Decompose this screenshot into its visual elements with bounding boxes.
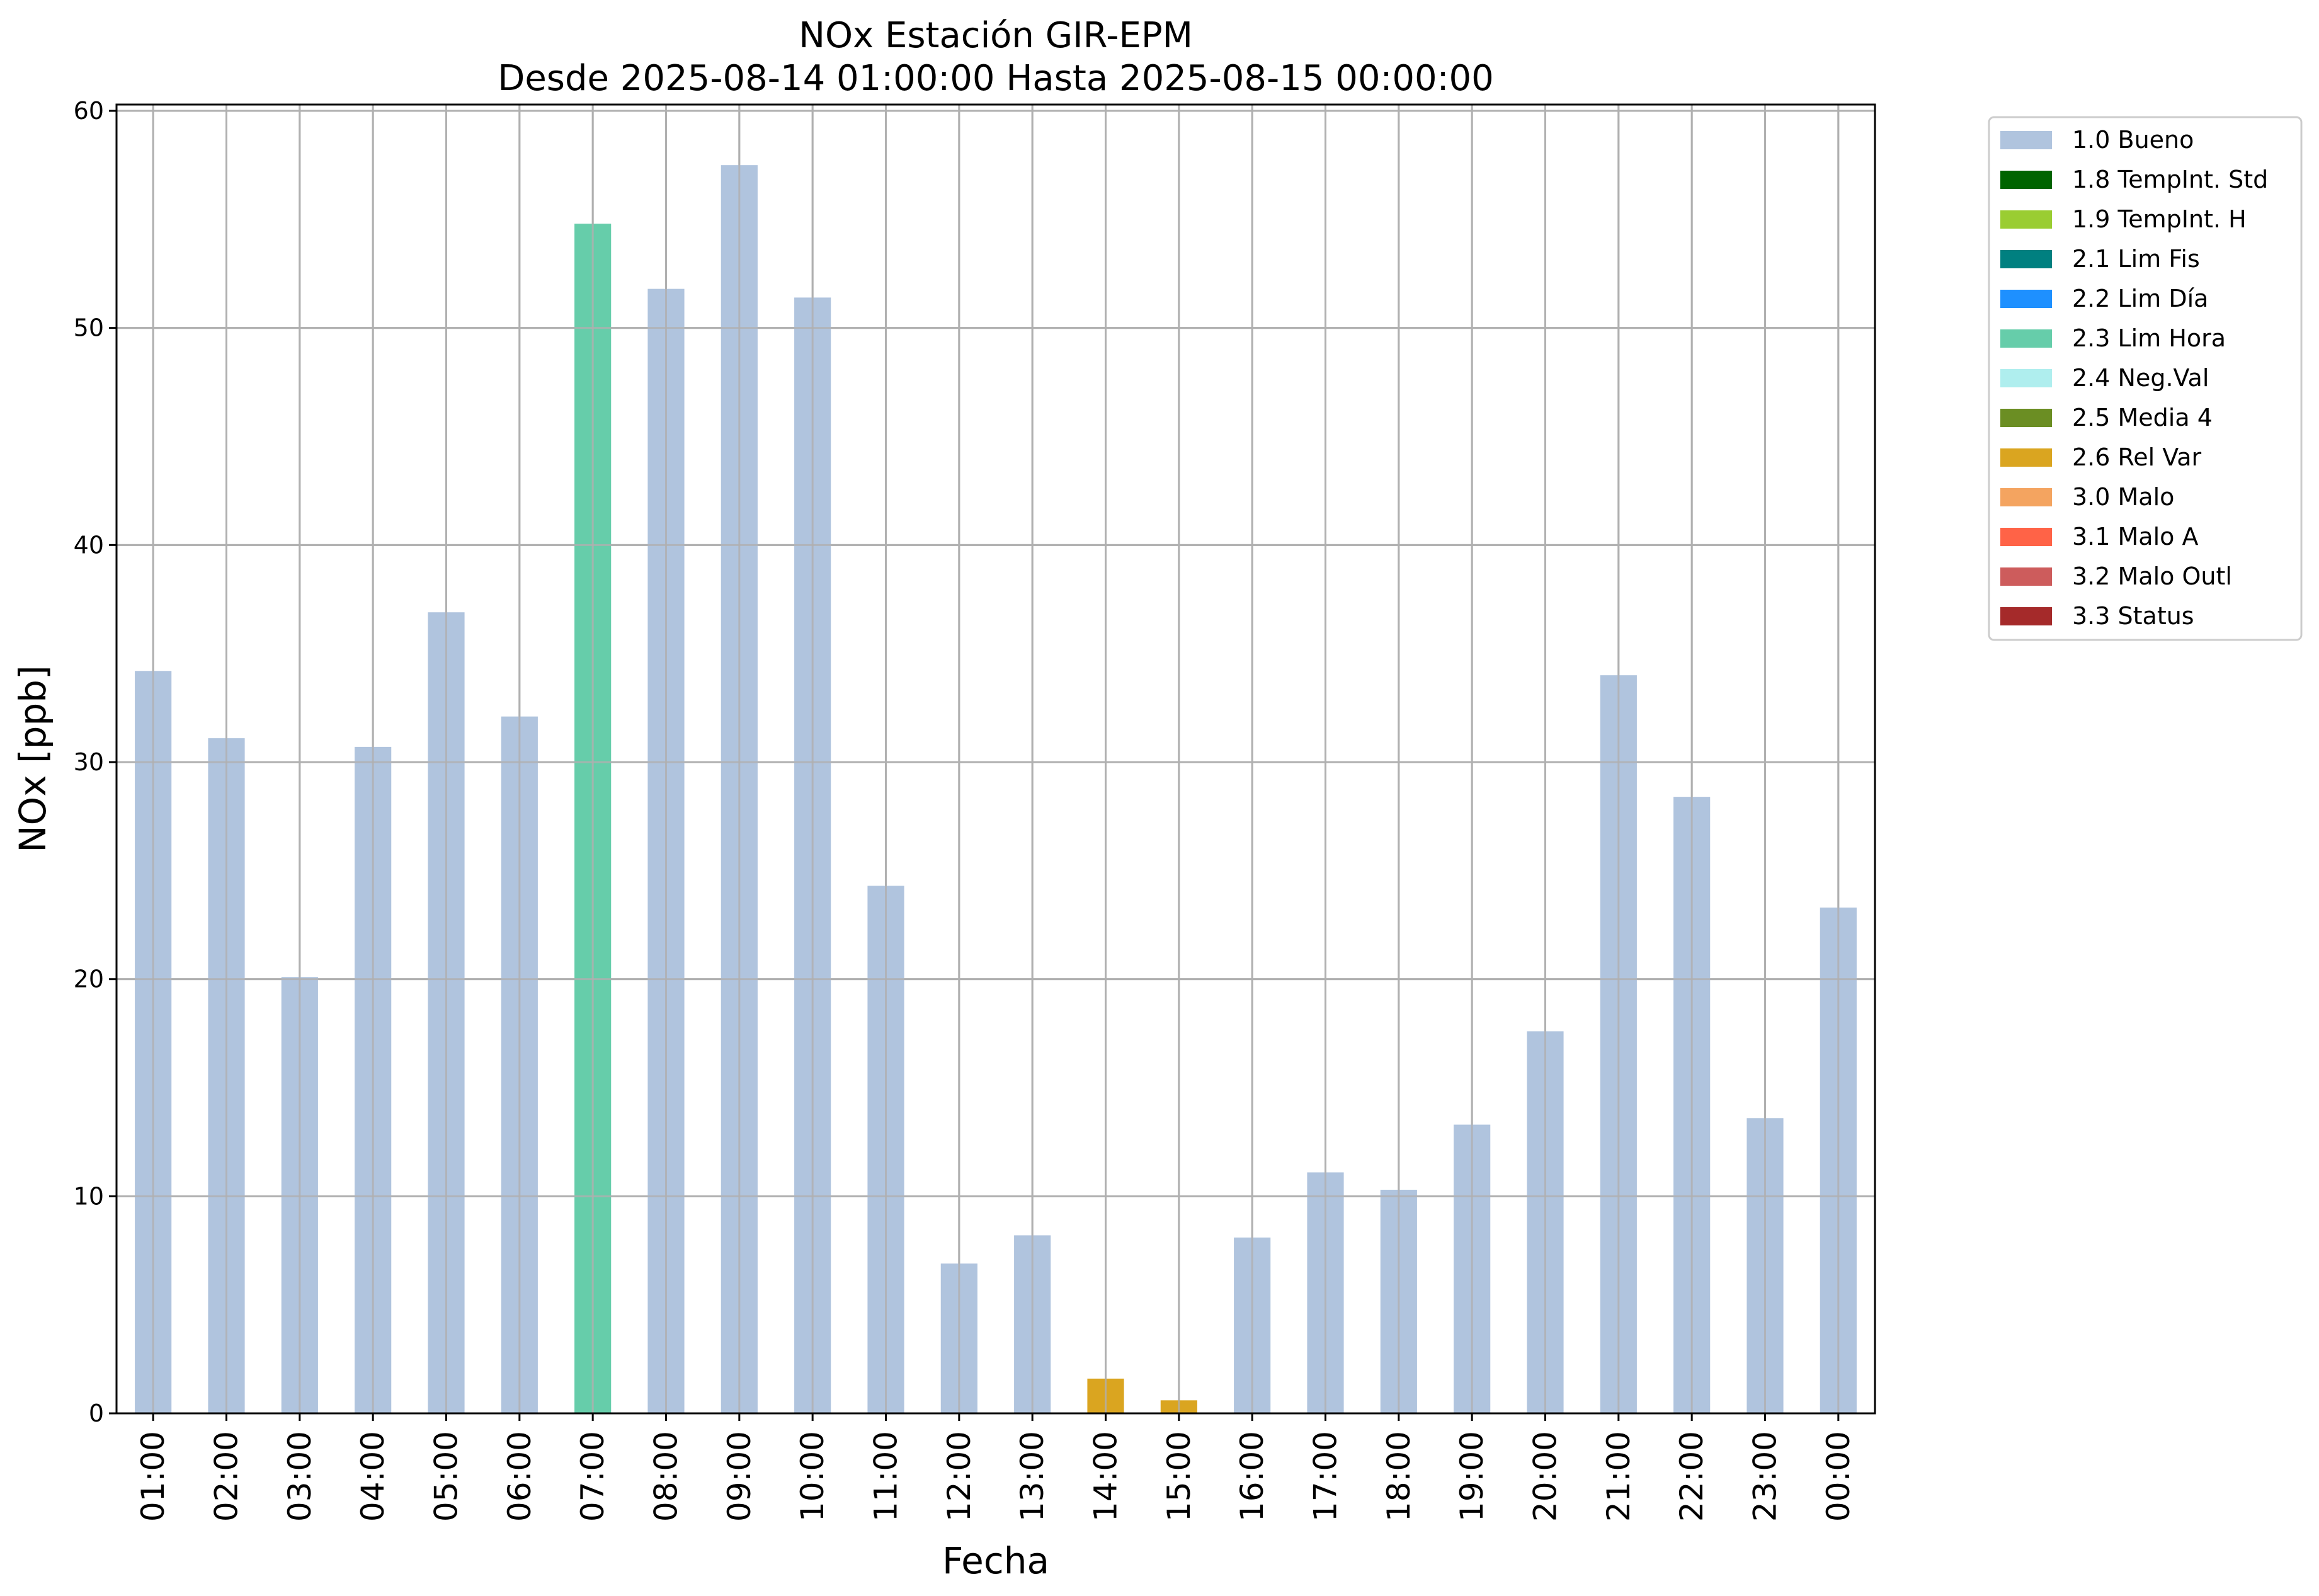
legend-box [1988,116,2303,641]
x-tick-label: 02:00 [208,1431,245,1522]
x-axis-ticks: 01:00 02:00 03:00 04:00 05:00 06:00 07:00 08:00… [135,1413,1857,1522]
x-tick-label: 15:00 [1161,1431,1197,1522]
legend-swatch [2000,528,2052,546]
y-tick-label: 50 [74,314,104,342]
y-tick-label: 30 [74,748,104,776]
legend-swatch [2000,171,2052,189]
legend-swatch [2000,290,2052,308]
x-tick-label: 23:00 [1747,1431,1784,1522]
x-tick-label: 21:00 [1600,1431,1637,1522]
x-tick-label: 11:00 [868,1431,904,1522]
x-axis-label: Fecha [942,1539,1049,1582]
y-tick-label: 20 [74,966,104,993]
x-tick-label: 08:00 [648,1431,685,1522]
legend-swatch [2000,607,2052,625]
plot-frame [115,103,1876,1415]
legend-swatch [2000,210,2052,229]
y-axis-ticks: 0 10 20 30 40 50 60 [74,97,117,1427]
legend-label: 1.0 Bueno [2072,126,2194,154]
legend-swatch [2000,448,2052,467]
legend-label: 2.5 Media 4 [2072,404,2213,431]
y-axis-label: NOx [ppb] [11,665,54,853]
y-tick-label: 60 [74,97,104,125]
x-tick-label: 01:00 [135,1431,171,1522]
chart-title: NOx Estación GIR-EPM [799,15,1193,56]
x-tick-label: 04:00 [355,1431,391,1522]
legend-swatch [2000,369,2052,387]
grid-lines-overlay [117,105,1875,1415]
legend-swatch [2000,250,2052,268]
x-tick-label: 20:00 [1527,1431,1564,1522]
legend-swatch [2000,131,2052,149]
x-tick-label: 00:00 [1820,1431,1857,1522]
legend-label: 2.2 Lim Día [2072,285,2208,312]
y-tick-label: 40 [74,531,104,559]
legend-label: 3.0 Malo [2072,483,2174,511]
legend-label: 3.2 Malo Outl [2072,562,2232,590]
y-tick-label: 0 [89,1399,104,1427]
x-tick-label: 19:00 [1454,1431,1490,1522]
x-tick-label: 06:00 [501,1431,538,1522]
legend-label: 1.9 TempInt. H [2072,205,2247,233]
chart-subtitle: Desde 2025-08-14 01:00:00 Hasta 2025-08-… [498,58,1494,99]
legend-swatch [2000,329,2052,348]
legend-label: 3.1 Malo A [2072,523,2198,550]
legend: 1.0 Bueno 1.8 TempInt. Std 1.9 TempInt. H 2… [1988,116,2303,641]
x-tick-label: 05:00 [428,1431,465,1522]
x-tick-label: 09:00 [721,1431,758,1522]
x-tick-label: 22:00 [1673,1431,1710,1522]
x-tick-label: 13:00 [1014,1431,1051,1522]
x-tick-label: 17:00 [1308,1431,1344,1522]
legend-swatch [2000,488,2052,506]
legend-label: 2.1 Lim Fis [2072,245,2200,273]
legend-label: 2.4 Neg.Val [2072,364,2209,392]
x-tick-label: 10:00 [794,1431,831,1522]
legend-swatch [2000,409,2052,427]
legend-label: 1.8 TempInt. Std [2072,166,2268,193]
legend-label: 2.3 Lim Hora [2072,324,2226,352]
legend-swatch [2000,567,2052,586]
legend-label: 2.6 Rel Var [2072,443,2202,471]
bars [135,165,1857,1414]
x-tick-label: 12:00 [941,1431,977,1522]
x-tick-label: 07:00 [574,1431,611,1522]
x-tick-label: 14:00 [1088,1431,1124,1522]
x-tick-label: 18:00 [1381,1431,1417,1522]
x-tick-label: 03:00 [282,1431,318,1522]
legend-label: 3.3 Status [2072,602,2194,630]
x-tick-label: 16:00 [1234,1431,1270,1522]
y-tick-label: 10 [74,1182,104,1210]
